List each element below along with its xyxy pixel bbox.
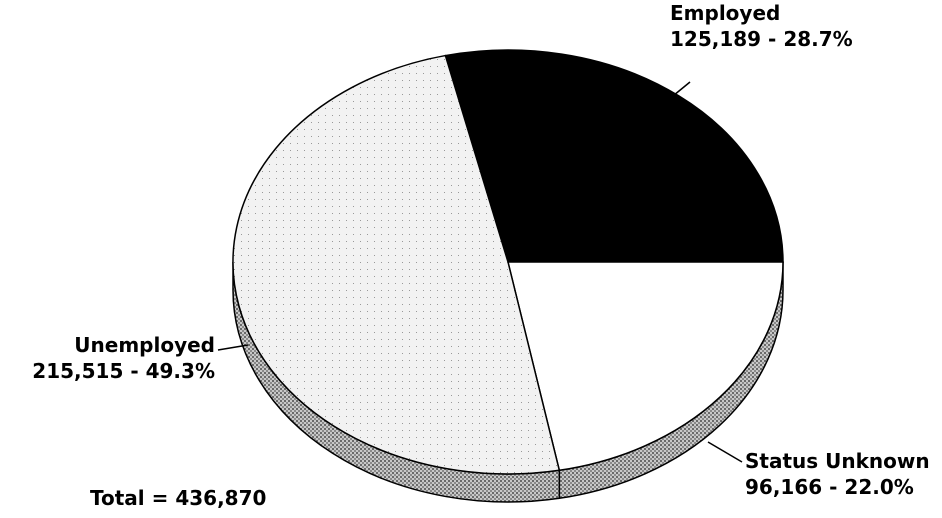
slice-label: Employed <box>670 1 780 25</box>
leader-line <box>217 344 249 351</box>
slice-value-label: 125,189 - 28.7% <box>670 27 853 51</box>
pie-slice <box>444 49 784 263</box>
slice-label: Status Unknown <box>745 449 930 473</box>
pie-slice <box>507 261 784 472</box>
total-annotation: Total = 436,870 <box>90 486 266 510</box>
leader-line <box>667 81 691 101</box>
slice-label: Unemployed <box>74 333 215 357</box>
slice-value-label: 96,166 - 22.0% <box>745 475 914 499</box>
leader-line <box>707 441 743 463</box>
pie-slice <box>232 54 561 475</box>
slice-value-label: 215,515 - 49.3% <box>32 359 215 383</box>
